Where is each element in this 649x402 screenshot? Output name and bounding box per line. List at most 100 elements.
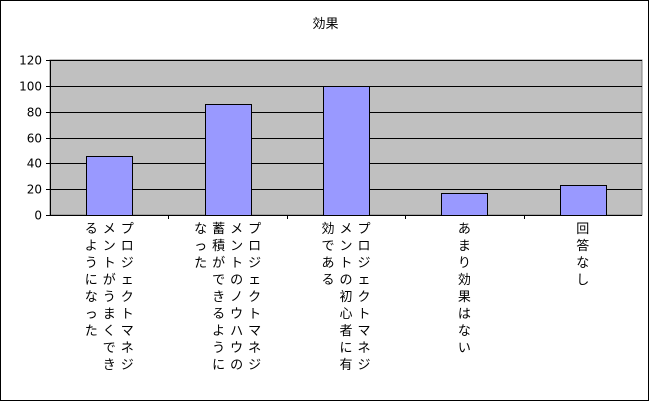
x-category-char: し bbox=[576, 273, 589, 288]
x-category-char: ウ bbox=[230, 341, 243, 356]
x-category-char: る bbox=[212, 307, 225, 322]
x-category-char: な bbox=[194, 222, 207, 237]
x-category-char: た bbox=[85, 324, 98, 339]
x-category-char: ネ bbox=[121, 341, 134, 356]
x-category-char: に bbox=[212, 358, 225, 373]
x-category-char: き bbox=[212, 290, 225, 305]
x-category-char: 者 bbox=[339, 324, 352, 339]
x-category-char: メ bbox=[103, 222, 116, 237]
x-category-char: う bbox=[85, 256, 98, 271]
x-category-char: 果 bbox=[458, 290, 471, 305]
x-category-char: ハ bbox=[230, 324, 243, 339]
x-category-char: の bbox=[230, 273, 243, 288]
x-category-char: た bbox=[194, 256, 207, 271]
x-category-char: っ bbox=[194, 239, 207, 254]
x-category-char: 積 bbox=[212, 239, 225, 254]
x-category-char: マ bbox=[357, 324, 370, 339]
x-category-char: ト bbox=[357, 307, 370, 322]
x-category-char: ト bbox=[339, 256, 352, 271]
x-category-char: メ bbox=[339, 222, 352, 237]
x-category-char: ロ bbox=[248, 239, 261, 254]
x-category-char: ン bbox=[103, 239, 116, 254]
x-category-char: ジ bbox=[357, 256, 370, 271]
y-tick-label: 0 bbox=[34, 209, 42, 223]
x-category-char: で bbox=[321, 239, 334, 254]
chart-title: 効果 bbox=[312, 17, 339, 32]
x-category-char: る bbox=[321, 273, 334, 288]
x-category-char: よ bbox=[85, 239, 98, 254]
x-category-char: プ bbox=[121, 222, 134, 237]
x-category-char: で bbox=[212, 273, 225, 288]
y-tick-label: 60 bbox=[27, 132, 42, 146]
x-category-char: 効 bbox=[321, 222, 334, 237]
x-category-char: マ bbox=[121, 324, 134, 339]
bar bbox=[86, 156, 133, 216]
x-category-char: う bbox=[103, 290, 116, 305]
x-category-char: ン bbox=[230, 239, 243, 254]
x-category-char: き bbox=[103, 358, 116, 373]
x-category-char: ま bbox=[103, 307, 116, 322]
y-tick-label: 20 bbox=[27, 183, 42, 197]
x-category-char: は bbox=[458, 307, 471, 322]
x-category-char: プ bbox=[357, 222, 370, 237]
x-category-char: ジ bbox=[121, 256, 134, 271]
x-category-char: 蓄 bbox=[212, 222, 225, 237]
x-category-char: ネ bbox=[357, 341, 370, 356]
x-category-char: な bbox=[458, 324, 471, 339]
x-category-char: ジ bbox=[121, 358, 134, 373]
x-category-char: 初 bbox=[339, 290, 352, 305]
x-category-char: い bbox=[458, 341, 471, 356]
x-category-char: ノ bbox=[230, 290, 243, 305]
x-category-char: メ bbox=[230, 222, 243, 237]
x-category-char: ク bbox=[357, 290, 370, 305]
x-category-char: ン bbox=[339, 239, 352, 254]
x-category-char: が bbox=[212, 256, 225, 271]
x-category-char: 答 bbox=[576, 238, 589, 254]
y-tick-label: 80 bbox=[27, 106, 42, 120]
x-category-char: な bbox=[85, 290, 98, 305]
x-category-char: ロ bbox=[357, 239, 370, 254]
x-category-char: マ bbox=[248, 324, 261, 339]
x-category-char: ト bbox=[248, 307, 261, 322]
x-category-char: ジ bbox=[357, 358, 370, 373]
bar bbox=[560, 185, 607, 216]
bar bbox=[205, 104, 252, 216]
bar bbox=[323, 86, 370, 216]
x-category-char: ェ bbox=[121, 273, 134, 288]
x-category-char: で bbox=[103, 341, 116, 356]
x-category-char: っ bbox=[85, 307, 98, 322]
x-category-char: く bbox=[103, 324, 116, 339]
x-category-char: が bbox=[103, 273, 116, 288]
x-category-char: あ bbox=[458, 222, 471, 237]
x-category-char: う bbox=[212, 341, 225, 356]
x-category-char: ク bbox=[121, 290, 134, 305]
x-category-char: あ bbox=[321, 256, 334, 271]
x-category-char: ま bbox=[458, 239, 471, 254]
x-category-char: 有 bbox=[339, 358, 352, 373]
x-category-char: り bbox=[458, 256, 471, 271]
y-tick-label: 120 bbox=[19, 54, 42, 68]
x-category-char: 心 bbox=[339, 307, 352, 322]
x-category-char: ト bbox=[230, 256, 243, 271]
x-category-char: ネ bbox=[248, 341, 261, 356]
x-category-char: ジ bbox=[248, 256, 261, 271]
x-category-char: ェ bbox=[248, 273, 261, 288]
x-category-char: よ bbox=[212, 324, 225, 339]
x-category-char: ウ bbox=[230, 307, 243, 322]
x-category-char: な bbox=[576, 256, 589, 271]
x-category-char: に bbox=[85, 273, 98, 288]
y-tick-label: 100 bbox=[19, 80, 42, 94]
x-category-char: の bbox=[339, 273, 352, 288]
x-category-char: ク bbox=[248, 290, 261, 305]
x-category-char: ェ bbox=[357, 273, 370, 288]
x-category-char: の bbox=[230, 358, 243, 373]
x-category-char: プ bbox=[248, 222, 261, 237]
x-category-char: る bbox=[85, 222, 98, 237]
x-category-char: ロ bbox=[121, 239, 134, 254]
